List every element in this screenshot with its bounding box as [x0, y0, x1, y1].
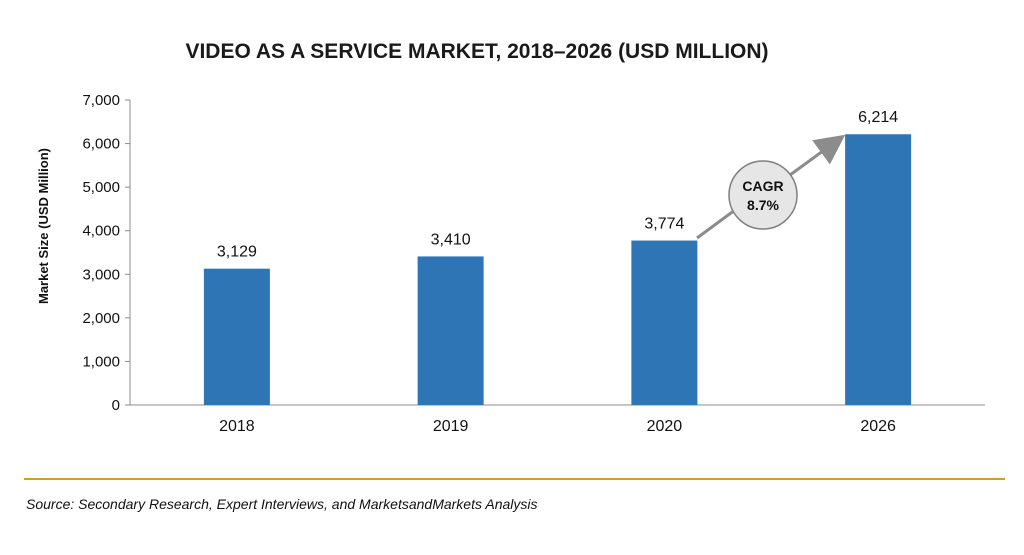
y-axis-ticks: 0 1,000 2,000 3,000 4,000 5,000 6,000 7,000 [82, 92, 130, 414]
cagr-arrow-upper [789, 134, 846, 177]
y-tick-label: 4,000 [82, 223, 120, 240]
chart-title: VIDEO AS A SERVICE MARKET, 2018–2026 (US… [185, 40, 768, 63]
cagr-value: 8.7% [747, 197, 779, 213]
y-tick-label: 1,000 [82, 353, 120, 370]
bar-2018 [203, 268, 270, 405]
y-tick-label: 0 [112, 397, 120, 414]
y-tick-label: 6,000 [82, 136, 120, 153]
x-axis-labels: 2018 2019 2020 2026 [219, 418, 896, 435]
value-labels: 3,129 3,410 3,774 6,214 [217, 109, 898, 260]
bar-2026 [845, 134, 912, 406]
y-tick-label: 5,000 [82, 179, 120, 196]
bars [203, 134, 912, 406]
value-label-2018: 3,129 [217, 244, 257, 261]
y-tick-label: 7,000 [82, 92, 120, 109]
cagr-bubble [728, 160, 798, 230]
y-tick-label: 2,000 [82, 310, 120, 327]
cagr-arrow-lower [696, 208, 736, 240]
cagr-label: CAGR [742, 178, 783, 194]
x-tick-label-2018: 2018 [219, 418, 255, 435]
x-tick-label-2020: 2020 [647, 418, 683, 435]
y-axis-label: Market Size (USD Million) [36, 148, 51, 304]
source-note: Source: Secondary Research, Expert Inter… [26, 496, 538, 512]
cagr-annotation: CAGR 8.7% [696, 134, 846, 240]
y-tick-label: 3,000 [82, 266, 120, 283]
value-label-2026: 6,214 [858, 109, 898, 126]
bar-2019 [417, 256, 484, 405]
value-label-2019: 3,410 [431, 231, 471, 248]
x-tick-label-2026: 2026 [860, 418, 896, 435]
value-label-2020: 3,774 [644, 216, 684, 233]
x-tick-label-2019: 2019 [433, 418, 469, 435]
bar-2020 [631, 240, 698, 405]
